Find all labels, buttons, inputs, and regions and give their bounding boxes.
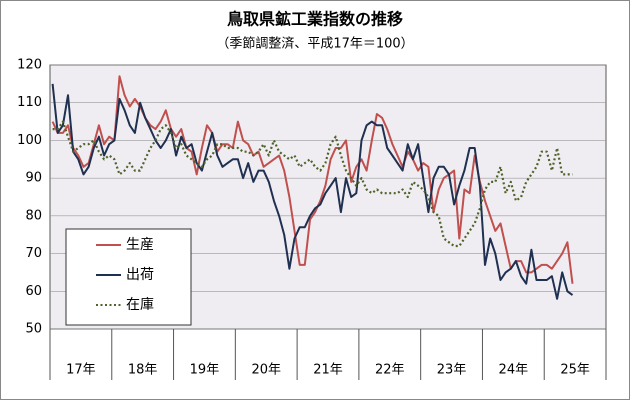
- y-tick-label: 70: [25, 246, 42, 261]
- x-tick-label: 22年: [375, 363, 405, 378]
- y-tick-label: 60: [25, 284, 42, 299]
- chart-title: 鳥取県鉱工業指数の推移: [227, 10, 403, 29]
- y-tick-label: 120: [17, 58, 42, 73]
- y-tick-label: 100: [17, 133, 42, 148]
- x-tick-label: 20年: [251, 363, 281, 378]
- x-tick-label: 19年: [190, 363, 220, 378]
- y-tick-label: 110: [17, 95, 42, 110]
- y-tick-label: 90: [25, 171, 42, 186]
- y-tick-label: 50: [25, 322, 42, 337]
- x-tick-label: 23年: [437, 363, 467, 378]
- chart-subtitle: （季節調整済、平成17年＝100）: [216, 36, 413, 52]
- legend-box: [65, 228, 192, 326]
- series-line: [52, 120, 573, 248]
- legend-label: 在庫: [126, 296, 154, 313]
- x-tick-label: 18年: [128, 363, 158, 378]
- legend-label: 出荷: [126, 267, 154, 283]
- series-line: [51, 83, 574, 300]
- x-tick-label: 25年: [560, 363, 590, 378]
- legend-label: 生産: [126, 237, 154, 253]
- x-tick-label: 24年: [499, 363, 529, 378]
- x-tick-label: 17年: [66, 363, 96, 378]
- x-tick-label: 21年: [313, 363, 343, 378]
- y-tick-label: 80: [25, 208, 42, 223]
